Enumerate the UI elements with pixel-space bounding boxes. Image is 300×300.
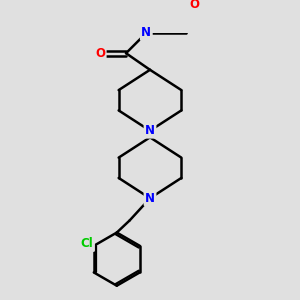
Text: O: O — [95, 47, 105, 60]
Text: O: O — [189, 0, 199, 11]
Text: N: N — [145, 192, 155, 205]
Text: Cl: Cl — [81, 238, 94, 250]
Text: N: N — [145, 124, 155, 137]
Text: N: N — [141, 26, 151, 39]
